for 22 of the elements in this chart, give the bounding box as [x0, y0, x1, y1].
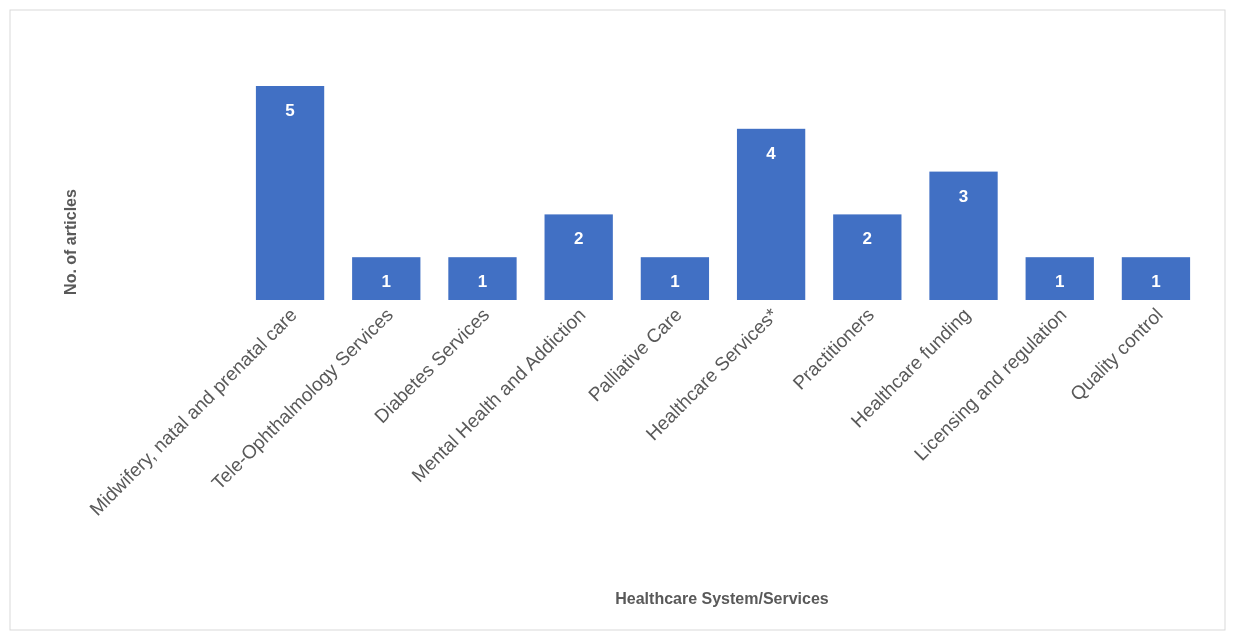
data-label: 5	[285, 101, 295, 120]
bar	[352, 257, 421, 300]
bar	[736, 128, 806, 300]
data-label: 3	[958, 186, 969, 206]
data-label: 1	[670, 272, 680, 292]
bar	[1121, 257, 1191, 300]
bar	[255, 86, 325, 300]
data-label: 1	[1151, 272, 1161, 292]
data-label: 2	[862, 229, 873, 249]
data-label: 1	[1055, 272, 1065, 292]
data-label: 4	[766, 143, 777, 163]
bar	[929, 171, 998, 300]
bar	[640, 257, 710, 300]
bar	[1025, 257, 1094, 300]
x-axis-title: Healthcare System/Services	[615, 590, 829, 607]
y-axis-title: No. of articles	[62, 189, 79, 295]
data-label: 1	[477, 272, 488, 292]
bar	[833, 214, 902, 300]
data-label: 1	[381, 272, 391, 292]
bar	[544, 214, 613, 300]
data-label: 2	[573, 229, 584, 249]
bar	[448, 257, 517, 300]
